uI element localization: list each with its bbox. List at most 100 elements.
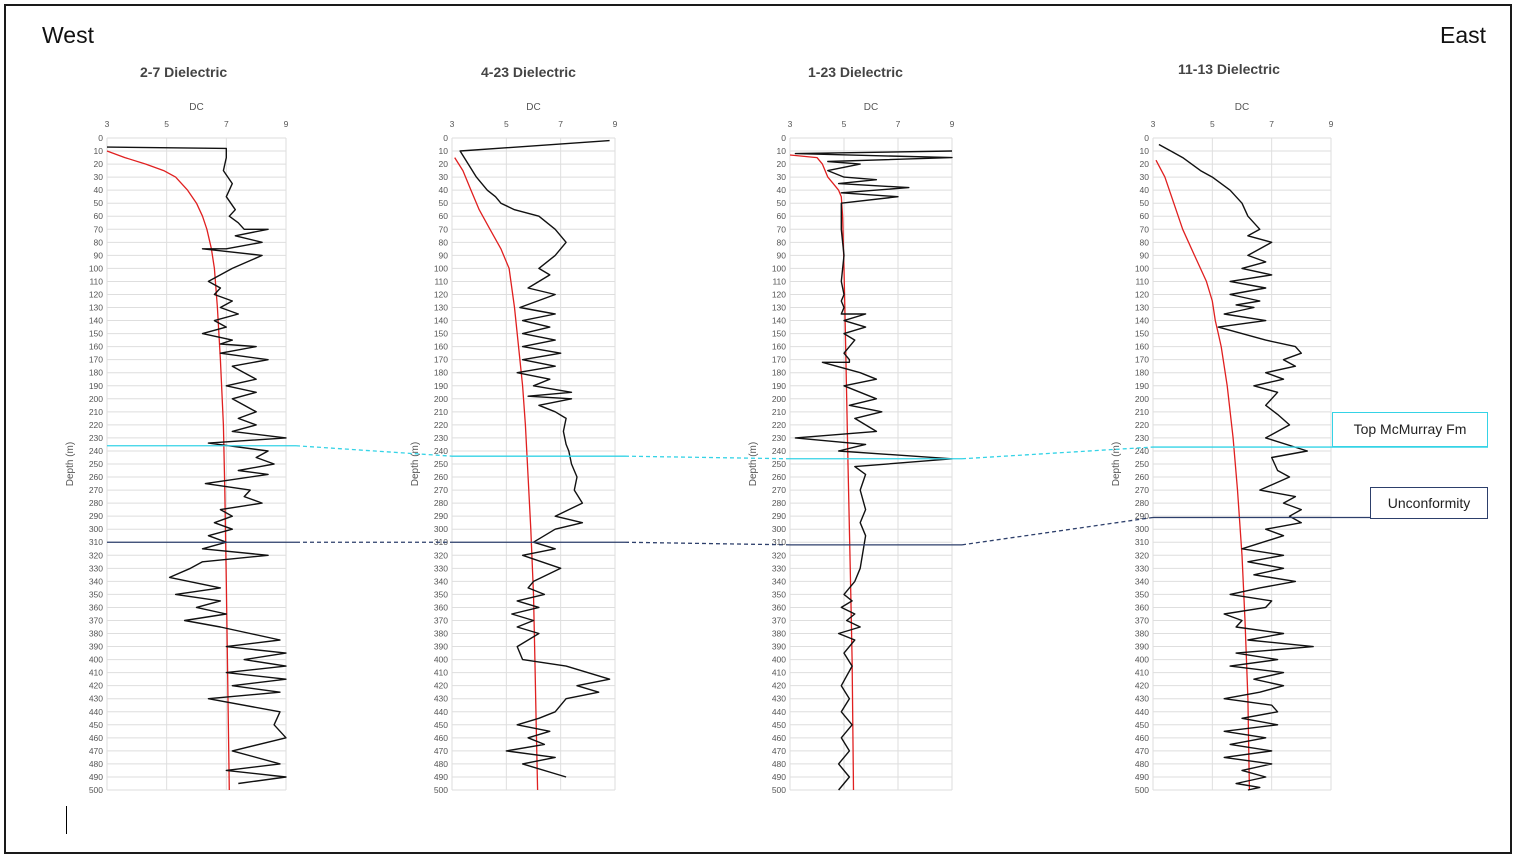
dielectric-series-line bbox=[106, 146, 287, 785]
y-tick-label: 0 bbox=[781, 133, 786, 143]
y-tick-label: 490 bbox=[434, 772, 448, 782]
y-tick-label: 370 bbox=[1135, 615, 1149, 625]
y-tick-label: 110 bbox=[434, 276, 448, 286]
y-tick-label: 360 bbox=[89, 602, 103, 612]
y-tick-label: 230 bbox=[89, 433, 103, 443]
y-tick-label: 110 bbox=[1135, 276, 1149, 286]
y-tick-label: 190 bbox=[1135, 381, 1149, 391]
y-tick-label: 100 bbox=[89, 263, 103, 273]
x-tick-label: 7 bbox=[558, 119, 563, 129]
y-tick-label: 310 bbox=[434, 537, 448, 547]
y-tick-label: 240 bbox=[434, 446, 448, 456]
west-label: West bbox=[42, 22, 94, 48]
y-tick-label: 250 bbox=[1135, 459, 1149, 469]
x-tick-label: 5 bbox=[164, 119, 169, 129]
x-tick-label: 5 bbox=[504, 119, 509, 129]
dielectric-series-line bbox=[459, 139, 611, 778]
y-tick-label: 350 bbox=[89, 589, 103, 599]
x-tick-label: 5 bbox=[1210, 119, 1215, 129]
y-tick-label: 10 bbox=[777, 146, 787, 156]
y-tick-label: 220 bbox=[89, 420, 103, 430]
x-tick-label: 7 bbox=[224, 119, 229, 129]
y-tick-label: 150 bbox=[1135, 329, 1149, 339]
y-tick-label: 440 bbox=[434, 707, 448, 717]
y-tick-label: 400 bbox=[434, 655, 448, 665]
y-tick-label: 210 bbox=[89, 407, 103, 417]
y-tick-label: 430 bbox=[1135, 694, 1149, 704]
correlation-dashed-link bbox=[295, 445, 453, 457]
y-tick-label: 360 bbox=[434, 602, 448, 612]
y-tick-label: 70 bbox=[777, 224, 787, 234]
y-tick-label: 340 bbox=[434, 576, 448, 586]
y-tick-label: 90 bbox=[777, 250, 787, 260]
y-tick-label: 60 bbox=[94, 211, 104, 221]
x-axis-label: DC bbox=[526, 102, 540, 113]
y-tick-label: 390 bbox=[434, 642, 448, 652]
y-tick-label: 200 bbox=[434, 394, 448, 404]
y-tick-label: 150 bbox=[772, 329, 786, 339]
east-label: East bbox=[1440, 22, 1487, 48]
y-tick-label: 350 bbox=[434, 589, 448, 599]
y-tick-label: 330 bbox=[89, 563, 103, 573]
y-tick-label: 60 bbox=[439, 211, 449, 221]
y-tick-label: 390 bbox=[89, 642, 103, 652]
y-tick-label: 40 bbox=[94, 185, 104, 195]
y-axis-label: Depth (m) bbox=[65, 442, 76, 486]
y-tick-label: 70 bbox=[1140, 224, 1150, 234]
y-tick-label: 160 bbox=[89, 342, 103, 352]
y-tick-label: 260 bbox=[434, 472, 448, 482]
x-tick-label: 3 bbox=[105, 119, 110, 129]
y-tick-label: 470 bbox=[434, 746, 448, 756]
y-tick-label: 250 bbox=[434, 459, 448, 469]
y-tick-label: 70 bbox=[94, 224, 104, 234]
y-tick-label: 480 bbox=[1135, 759, 1149, 769]
y-tick-label: 260 bbox=[1135, 472, 1149, 482]
y-tick-label: 80 bbox=[777, 237, 787, 247]
x-tick-label: 7 bbox=[896, 119, 901, 129]
top-mcmurray-callout: Top McMurray Fm bbox=[1332, 412, 1488, 447]
y-tick-label: 220 bbox=[772, 420, 786, 430]
y-tick-label: 330 bbox=[434, 563, 448, 573]
y-tick-label: 410 bbox=[89, 668, 103, 678]
x-tick-label: 3 bbox=[1151, 119, 1156, 129]
y-tick-label: 390 bbox=[1135, 642, 1149, 652]
unconformity-callout: Unconformity bbox=[1370, 487, 1488, 519]
y-tick-label: 280 bbox=[434, 498, 448, 508]
y-tick-label: 340 bbox=[772, 576, 786, 586]
y-tick-label: 100 bbox=[772, 263, 786, 273]
y-tick-label: 260 bbox=[772, 472, 786, 482]
y-tick-label: 120 bbox=[89, 289, 103, 299]
y-tick-label: 10 bbox=[1140, 146, 1150, 156]
y-tick-label: 420 bbox=[1135, 681, 1149, 691]
y-tick-label: 440 bbox=[1135, 707, 1149, 717]
y-tick-label: 40 bbox=[1140, 185, 1150, 195]
y-tick-label: 340 bbox=[89, 576, 103, 586]
y-tick-label: 0 bbox=[443, 133, 448, 143]
y-tick-label: 290 bbox=[772, 511, 786, 521]
baseline-series-line bbox=[106, 150, 230, 791]
y-tick-label: 170 bbox=[434, 355, 448, 365]
y-tick-label: 280 bbox=[89, 498, 103, 508]
x-tick-label: 9 bbox=[1329, 119, 1334, 129]
baseline-series-line bbox=[1155, 159, 1251, 791]
correlation-dashed-link bbox=[624, 541, 791, 546]
y-tick-label: 320 bbox=[772, 550, 786, 560]
y-tick-label: 140 bbox=[1135, 316, 1149, 326]
x-tick-label: 3 bbox=[450, 119, 455, 129]
y-tick-label: 270 bbox=[434, 485, 448, 495]
y-tick-label: 220 bbox=[1135, 420, 1149, 430]
y-tick-label: 30 bbox=[94, 172, 104, 182]
y-tick-label: 240 bbox=[1135, 446, 1149, 456]
y-axis-label: Depth (m) bbox=[1111, 442, 1122, 486]
correlation-dashed-link bbox=[961, 446, 1154, 460]
y-tick-label: 0 bbox=[98, 133, 103, 143]
y-tick-label: 250 bbox=[89, 459, 103, 469]
y-tick-label: 300 bbox=[89, 524, 103, 534]
y-tick-label: 410 bbox=[1135, 668, 1149, 678]
y-tick-label: 130 bbox=[434, 303, 448, 313]
y-tick-label: 50 bbox=[94, 198, 104, 208]
dielectric-series-line bbox=[1158, 143, 1314, 791]
y-tick-label: 120 bbox=[772, 289, 786, 299]
